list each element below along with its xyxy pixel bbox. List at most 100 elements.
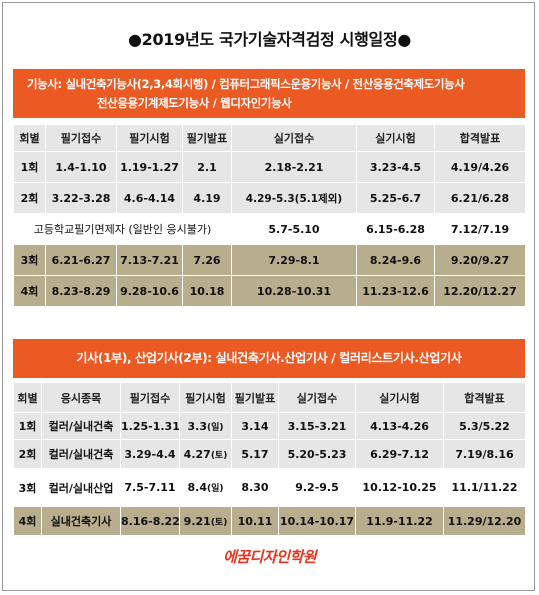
header-cell: 필기접수 — [120, 382, 180, 413]
cell: 5.20-5.23 — [278, 439, 356, 469]
section2-header-row: 회별 응시종목 필기접수 필기시험 필기발표 실기접수 실기시험 합격발표 — [13, 382, 526, 413]
cell: 10.28-10.31 — [231, 275, 357, 307]
cell: 6.21-6.27 — [45, 244, 117, 276]
cell: 10.12-10.25 — [355, 468, 444, 507]
exempt-note: 고등학교필기면제자 (일반인 응시불가) — [13, 213, 232, 245]
cell: 6.21/6.28 — [434, 182, 526, 214]
cell: 1.25-1.31 — [120, 412, 180, 440]
page-title: ●2019년도 국가기술자격검정 시행일정● — [127, 30, 412, 49]
section1-banner-line2: 전산응용기계제도기능사 / 웹디자인기능사 — [97, 96, 292, 110]
round-cell: 1회 — [13, 151, 46, 183]
exam-date-cell: 8.4(일) — [179, 468, 232, 507]
cell: 9.20/9.27 — [434, 244, 526, 276]
cell: 5.25-6.7 — [356, 182, 435, 214]
header-cell: 필기발표 — [182, 124, 232, 152]
exam-day: (일) — [206, 484, 224, 494]
cell: 4.6-4.14 — [116, 182, 183, 214]
section1-table: 회별 필기접수 필기시험 필기발표 실기접수 실기시험 합격발표 1회 1.4-… — [13, 124, 526, 307]
cell: 7.19/8.16 — [443, 439, 526, 469]
table-row: 고등학교필기면제자 (일반인 응시불가) 5.7-5.10 6.15-6.28 … — [13, 213, 526, 245]
cell: 3.29-4.4 — [120, 439, 180, 469]
header-cell: 회별 — [13, 124, 46, 152]
subject-cell: 컬러/실내건축 — [41, 439, 121, 469]
exam-date: 4.27 — [183, 447, 211, 461]
cell: 1.4-1.10 — [45, 151, 117, 183]
cell: 11.23-12.6 — [356, 275, 435, 307]
cell: 11.9-11.22 — [355, 506, 444, 536]
section1-banner: 기능사: 실내건축기능사(2,3,4회시행) / 컴퓨터그래픽스운용기능사 / … — [13, 69, 525, 118]
cell: 4.19 — [182, 182, 232, 214]
exam-day: (토) — [210, 450, 228, 461]
header-cell: 응시종목 — [41, 382, 121, 413]
section1-banner-line1: 기능사: 실내건축기능사(2,3,4회시행) / 컴퓨터그래픽스운용기능사 / … — [27, 77, 465, 91]
header-cell: 실기시험 — [355, 382, 444, 413]
exam-date-cell: 4.27(토) — [179, 439, 232, 469]
cell: 5.17 — [231, 439, 279, 469]
cell: 7.5-7.11 — [120, 468, 180, 507]
round-cell: 4회 — [13, 275, 46, 307]
cell: 6.29-7.12 — [355, 439, 444, 469]
cell: 2.18-2.21 — [231, 151, 357, 183]
cell: 10.14-10.17 — [278, 506, 356, 536]
cell: 7.26 — [182, 244, 232, 276]
section2-table: 회별 응시종목 필기접수 필기시험 필기발표 실기접수 실기시험 합격발표 1회… — [13, 382, 526, 536]
cell: 1.19-1.27 — [116, 151, 183, 183]
header-cell: 필기접수 — [45, 124, 117, 152]
cell: 5.3/5.22 — [443, 412, 526, 440]
cell: 7.13-7.21 — [116, 244, 183, 276]
cell: 5.7-5.10 — [231, 213, 357, 245]
cell: 6.15-6.28 — [356, 213, 435, 245]
round-cell: 1회 — [13, 412, 42, 440]
round-cell: 3회 — [13, 468, 42, 507]
cell: 4.13-4.26 — [355, 412, 444, 440]
cell: 8.24-9.6 — [356, 244, 435, 276]
round-cell: 4회 — [13, 506, 42, 536]
header-cell: 실기접수 — [278, 382, 356, 413]
exam-date-cell: 9.21(토) — [179, 506, 232, 536]
header-cell: 필기시험 — [116, 124, 183, 152]
header-cell: 합격발표 — [434, 124, 526, 152]
header-cell: 합격발표 — [443, 382, 526, 413]
table-row: 2회 3.22-3.28 4.6-4.14 4.19 4.29-5.3(5.1제… — [13, 182, 526, 214]
table-row: 3회 컬러/실내산업 7.5-7.11 8.4(일) 8.30 9.2-9.5 … — [13, 468, 526, 507]
exam-day: (일) — [206, 422, 224, 433]
cell: 4.29-5.3(5.1제외) — [231, 182, 357, 214]
subject-cell: 컬러/실내건축 — [41, 412, 121, 440]
round-cell: 2회 — [13, 439, 42, 469]
subject-cell: 컬러/실내산업 — [41, 468, 121, 507]
cell: 8.30 — [231, 468, 279, 507]
table-row: 4회 8.23-8.29 9.28-10.6 10.18 10.28-10.31… — [13, 275, 526, 307]
subject-cell: 실내건축기사 — [41, 506, 121, 536]
cell: 8.23-8.29 — [45, 275, 117, 307]
cell: 2.1 — [182, 151, 232, 183]
cell: 12.20/12.27 — [434, 275, 526, 307]
academy-logo: 에꿈디자인학원 — [222, 548, 317, 566]
round-cell: 2회 — [13, 182, 46, 214]
table-row: 1회 컬러/실내건축 1.25-1.31 3.3(일) 3.14 3.15-3.… — [13, 412, 526, 440]
header-cell: 실기접수 — [231, 124, 357, 152]
section1-header-row: 회별 필기접수 필기시험 필기발표 실기접수 실기시험 합격발표 — [13, 124, 526, 152]
cell: 11.1/11.22 — [443, 468, 526, 507]
cell: 3.23-4.5 — [356, 151, 435, 183]
cell: 3.14 — [231, 412, 279, 440]
table-row: 3회 6.21-6.27 7.13-7.21 7.26 7.29-8.1 8.2… — [13, 244, 526, 276]
exam-date: 9.21 — [183, 514, 211, 528]
exam-day: (토) — [210, 517, 228, 528]
header-cell: 회별 — [13, 382, 42, 413]
cell: 11.29/12.20 — [443, 506, 526, 536]
cell: 3.15-3.21 — [278, 412, 356, 440]
cell: 4.19/4.26 — [434, 151, 526, 183]
round-cell: 3회 — [13, 244, 46, 276]
cell: 9.28-10.6 — [116, 275, 183, 307]
header-cell: 필기발표 — [231, 382, 279, 413]
header-cell: 실기시험 — [356, 124, 435, 152]
cell: 3.22-3.28 — [45, 182, 117, 214]
table-row: 2회 컬러/실내건축 3.29-4.4 4.27(토) 5.17 5.20-5.… — [13, 439, 526, 469]
cell: 8.16-8.22 — [120, 506, 180, 536]
exam-date: 3.3 — [187, 419, 207, 433]
header-cell: 필기시험 — [179, 382, 232, 413]
section2-banner: 기사(1부), 산업기사(2부): 실내건축기사.산업기사 / 컬러리스트기사.… — [13, 339, 525, 378]
table-row: 4회 실내건축기사 8.16-8.22 9.21(토) 10.11 10.14-… — [13, 506, 526, 536]
exam-date: 8.4 — [187, 481, 207, 494]
cell: 7.29-8.1 — [231, 244, 357, 276]
